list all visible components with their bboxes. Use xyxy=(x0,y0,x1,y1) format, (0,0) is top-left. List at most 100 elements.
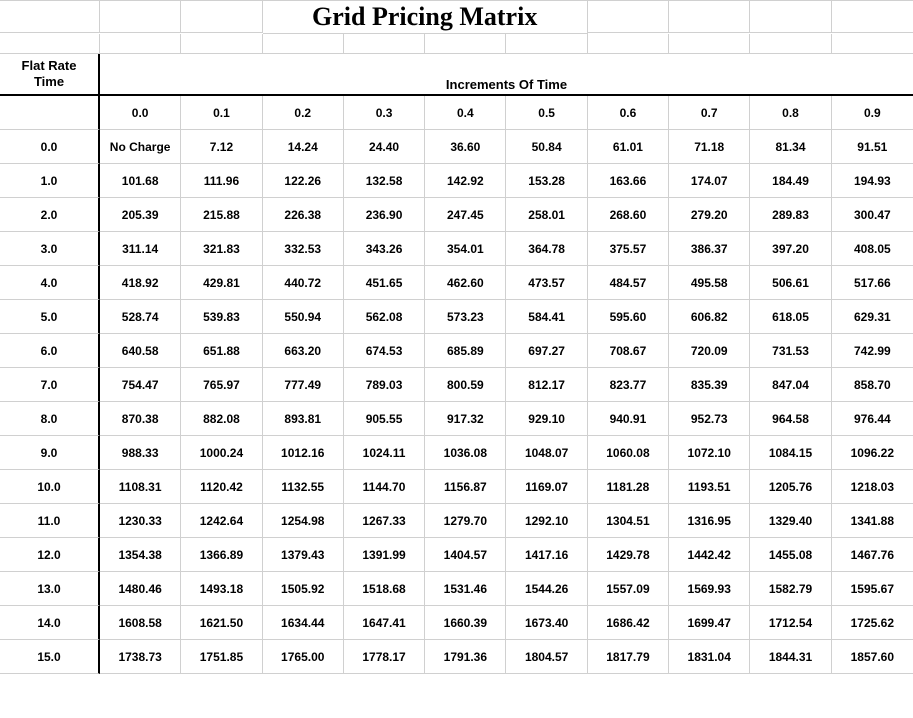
corner-cell xyxy=(0,96,100,130)
data-cell: 858.70 xyxy=(832,368,913,402)
row-header: 9.0 xyxy=(0,436,100,470)
data-cell: 1084.15 xyxy=(750,436,831,470)
data-cell: 101.68 xyxy=(100,164,181,198)
data-cell: 1012.16 xyxy=(263,436,344,470)
data-cell: 354.01 xyxy=(425,232,506,266)
data-cell: 473.57 xyxy=(506,266,587,300)
data-cell: 91.51 xyxy=(832,130,913,164)
data-cell: 1242.64 xyxy=(181,504,262,538)
data-cell: 708.67 xyxy=(588,334,669,368)
data-cell: 742.99 xyxy=(832,334,913,368)
data-cell: 685.89 xyxy=(425,334,506,368)
row-header: 4.0 xyxy=(0,266,100,300)
data-cell: 163.66 xyxy=(588,164,669,198)
data-cell: 1660.39 xyxy=(425,606,506,640)
data-cell: 81.34 xyxy=(750,130,831,164)
data-cell: 720.09 xyxy=(669,334,750,368)
col-header: 0.7 xyxy=(669,96,750,130)
data-cell: 61.01 xyxy=(588,130,669,164)
blank-cell xyxy=(588,1,669,33)
blank-cell xyxy=(669,1,750,33)
data-cell: 279.20 xyxy=(669,198,750,232)
data-cell: 7.12 xyxy=(181,130,262,164)
data-cell: 451.65 xyxy=(344,266,425,300)
spacer-row xyxy=(0,34,913,54)
data-cell: 1048.07 xyxy=(506,436,587,470)
data-cell: 629.31 xyxy=(832,300,913,334)
data-cell: 1455.08 xyxy=(750,538,831,572)
data-cell: 205.39 xyxy=(100,198,181,232)
blank-cell xyxy=(0,34,100,54)
data-cell: 1493.18 xyxy=(181,572,262,606)
data-cell: 1765.00 xyxy=(263,640,344,674)
blank-cell xyxy=(0,1,100,33)
data-cell: 429.81 xyxy=(181,266,262,300)
blank-cell xyxy=(506,34,587,54)
data-cell: 550.94 xyxy=(263,300,344,334)
data-cell: 321.83 xyxy=(181,232,262,266)
data-cell: 1429.78 xyxy=(588,538,669,572)
data-cell: 929.10 xyxy=(506,402,587,436)
data-cell: 484.57 xyxy=(588,266,669,300)
data-cell: 606.82 xyxy=(669,300,750,334)
data-cell: 1417.16 xyxy=(506,538,587,572)
flat-rate-time-header: Flat Rate Time xyxy=(0,54,100,96)
row-header: 3.0 xyxy=(0,232,100,266)
data-cell: 1582.79 xyxy=(750,572,831,606)
data-cell: 1024.11 xyxy=(344,436,425,470)
row-header: 7.0 xyxy=(0,368,100,402)
data-cell: 1341.88 xyxy=(832,504,913,538)
data-cell: 1404.57 xyxy=(425,538,506,572)
data-cell: 268.60 xyxy=(588,198,669,232)
data-cell: 289.83 xyxy=(750,198,831,232)
data-cell: 1230.33 xyxy=(100,504,181,538)
data-cell: 215.88 xyxy=(181,198,262,232)
data-cell: 24.40 xyxy=(344,130,425,164)
blank-cell xyxy=(344,34,425,54)
data-cell: 964.58 xyxy=(750,402,831,436)
data-cell: 1531.46 xyxy=(425,572,506,606)
data-cell: 847.04 xyxy=(750,368,831,402)
data-cell: 132.58 xyxy=(344,164,425,198)
data-cell: 651.88 xyxy=(181,334,262,368)
blank-cell xyxy=(832,34,913,54)
data-cell: 1267.33 xyxy=(344,504,425,538)
axis-header-row: Flat Rate Time Increments Of Time xyxy=(0,54,913,96)
data-cell: 311.14 xyxy=(100,232,181,266)
data-cell: 1000.24 xyxy=(181,436,262,470)
data-cell: 697.27 xyxy=(506,334,587,368)
data-cell: 1804.57 xyxy=(506,640,587,674)
data-cell: 1712.54 xyxy=(750,606,831,640)
data-cell: 1647.41 xyxy=(344,606,425,640)
data-cell: 1169.07 xyxy=(506,470,587,504)
data-cell: 1791.36 xyxy=(425,640,506,674)
col-header: 0.6 xyxy=(588,96,669,130)
blank-cell xyxy=(181,1,262,33)
data-cell: No Charge xyxy=(100,130,181,164)
pricing-matrix: Grid Pricing Matrix Flat Rate Time Incre… xyxy=(0,0,913,674)
data-cell: 1060.08 xyxy=(588,436,669,470)
data-cell: 1725.62 xyxy=(832,606,913,640)
row-header: 2.0 xyxy=(0,198,100,232)
data-cell: 1108.31 xyxy=(100,470,181,504)
data-cell: 1544.26 xyxy=(506,572,587,606)
data-cell: 1621.50 xyxy=(181,606,262,640)
data-cell: 1205.76 xyxy=(750,470,831,504)
data-cell: 893.81 xyxy=(263,402,344,436)
data-cell: 418.92 xyxy=(100,266,181,300)
data-cell: 14.24 xyxy=(263,130,344,164)
data-cell: 1699.47 xyxy=(669,606,750,640)
data-cell: 258.01 xyxy=(506,198,587,232)
data-cell: 1480.46 xyxy=(100,572,181,606)
data-cell: 1557.09 xyxy=(588,572,669,606)
row-header: 13.0 xyxy=(0,572,100,606)
data-cell: 1036.08 xyxy=(425,436,506,470)
data-cell: 1778.17 xyxy=(344,640,425,674)
data-cell: 1673.40 xyxy=(506,606,587,640)
data-cell: 940.91 xyxy=(588,402,669,436)
data-cell: 174.07 xyxy=(669,164,750,198)
blank-cell xyxy=(263,34,344,54)
data-cell: 1304.51 xyxy=(588,504,669,538)
data-cell: 1505.92 xyxy=(263,572,344,606)
data-cell: 988.33 xyxy=(100,436,181,470)
